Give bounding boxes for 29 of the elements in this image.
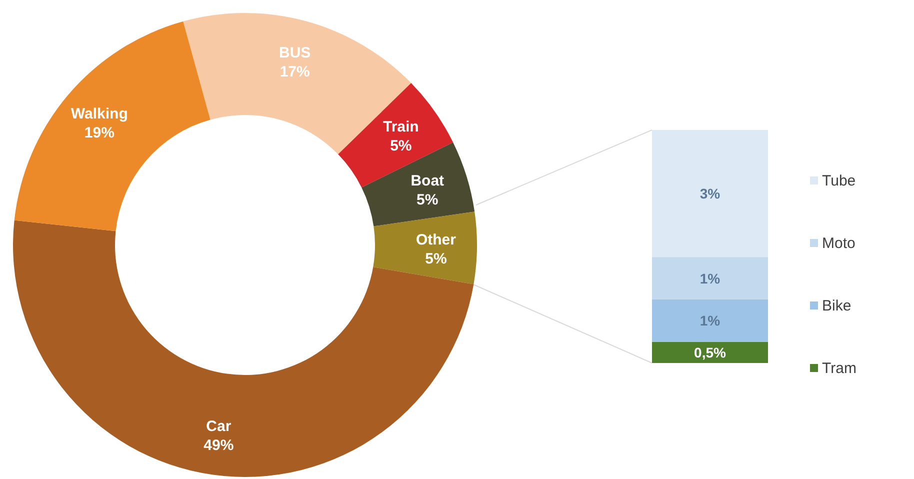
donut-slice: [373, 212, 477, 284]
data-label: 3%: [700, 186, 721, 202]
bar: [652, 130, 768, 258]
donut-slice: [362, 142, 475, 226]
data-label: 1%: [700, 312, 721, 329]
data-label: 17%: [280, 64, 310, 81]
data-label: 1%: [700, 270, 721, 286]
data-label: 49%: [204, 437, 234, 454]
slice-label: Car: [206, 418, 232, 436]
slice-label: Walking: [70, 105, 128, 122]
bar: [652, 299, 768, 342]
slice-label: Train: [383, 118, 419, 136]
legend-label: Bike: [822, 298, 852, 314]
donut-slice: [338, 83, 454, 188]
bar: [652, 342, 768, 363]
slice-label: BUS: [279, 44, 311, 62]
legend-label: Tram: [822, 360, 856, 377]
data-label: 5%: [390, 138, 412, 155]
data-label: 5%: [416, 191, 438, 208]
legend-label: Moto: [822, 235, 856, 252]
donut-slice: [13, 220, 474, 477]
data-label: 0,5%: [694, 344, 726, 360]
legend-label: Tube: [822, 172, 856, 190]
bar: [652, 257, 768, 300]
data-label: 19%: [84, 124, 114, 142]
slice-label: Boat: [410, 172, 444, 190]
data-label: 5%: [425, 250, 447, 268]
slice-label: Other: [416, 231, 456, 248]
donut-slice: [14, 21, 210, 232]
